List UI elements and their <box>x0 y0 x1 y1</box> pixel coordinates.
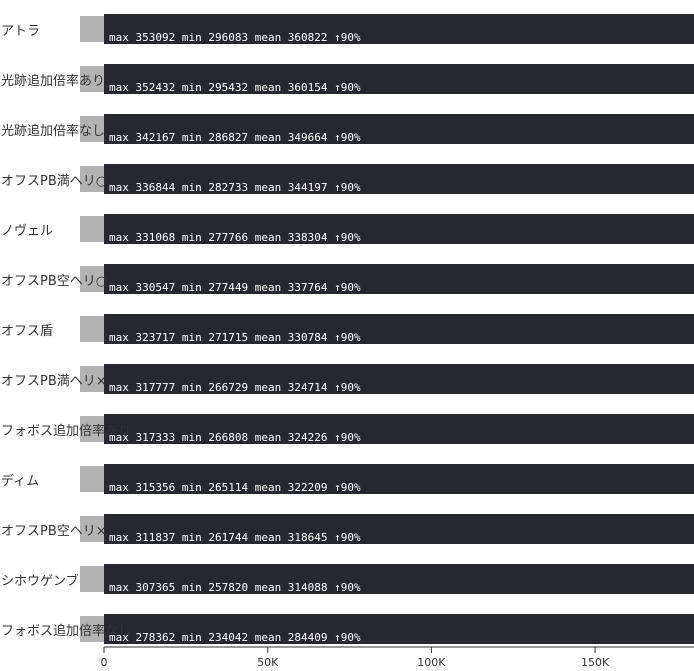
label-chip <box>80 566 104 592</box>
row-stats: max 323717 min 271715 mean 330784 ↑90% <box>109 331 361 344</box>
min-bar <box>104 64 694 94</box>
label-chip <box>80 466 104 492</box>
label-chip <box>80 116 104 142</box>
chart-row: オフスPB空ヘリ× max 311837 min 261744 mean 3186… <box>1 514 694 544</box>
row-stats: max 317333 min 266808 mean 324226 ↑90% <box>109 431 361 444</box>
row-label: ノヴェル <box>1 223 53 239</box>
chart-row: ディム max 315356 min 265114 mean 322209 ↑90… <box>1 464 694 494</box>
chart-row: オフスPB満ヘリ× max 317777 min 266729 mean 3247… <box>1 364 694 394</box>
label-chip <box>80 616 104 642</box>
min-bar <box>104 614 694 644</box>
label-chip <box>80 16 104 42</box>
min-bar <box>104 264 694 294</box>
chart-row: シホウゲンブ max 307365 min 257820 mean 314088 … <box>1 564 694 594</box>
row-label: フォボス追加倍率あり <box>1 423 131 439</box>
row-stats: max 352432 min 295432 mean 360154 ↑90% <box>109 81 361 94</box>
row-label: シホウゲンブ <box>1 573 79 589</box>
label-chip <box>80 416 104 442</box>
x-tick-label: 0 <box>101 656 108 669</box>
row-label: オフスPB満ヘリ○ <box>1 174 107 189</box>
label-chip <box>80 266 104 292</box>
label-chip <box>80 166 104 192</box>
min-bar <box>104 314 694 344</box>
row-label: 光跡追加倍率なし <box>1 123 105 139</box>
chart-rows: アトラ max 353092 min 296083 mean 360822 ↑90… <box>1 14 694 644</box>
x-axis: 050K100K150K200K250K300K350K <box>101 646 694 669</box>
chart-row: アトラ max 353092 min 296083 mean 360822 ↑90… <box>1 14 694 44</box>
min-bar <box>104 414 694 444</box>
row-label: オフスPB満ヘリ× <box>1 374 107 389</box>
label-chip <box>80 66 104 92</box>
chart-row: オフスPB空ヘリ○ max 330547 min 277449 mean 3377… <box>1 264 694 294</box>
row-stats: max 353092 min 296083 mean 360822 ↑90% <box>109 31 361 44</box>
label-chip <box>80 366 104 392</box>
row-stats: max 331068 min 277766 mean 338304 ↑90% <box>109 231 361 244</box>
row-stats: max 330547 min 277449 mean 337764 ↑90% <box>109 281 361 294</box>
row-label: オフス盾 <box>1 324 53 339</box>
row-label: オフスPB空ヘリ○ <box>1 274 107 289</box>
min-bar <box>104 214 694 244</box>
min-bar <box>104 114 694 144</box>
row-stats: max 307365 min 257820 mean 314088 ↑90% <box>109 581 361 594</box>
min-bar <box>104 564 694 594</box>
min-bar <box>104 364 694 394</box>
chart-row: オフス盾 max 323717 min 271715 mean 330784 ↑9… <box>1 314 694 344</box>
row-label: アトラ <box>1 24 40 39</box>
min-bar <box>104 464 694 494</box>
row-label: ディム <box>1 473 39 489</box>
x-tick-label: 100K <box>417 656 446 669</box>
chart-row: 光跡追加倍率あり max 352432 min 295432 mean 36015… <box>1 64 694 94</box>
row-label: フォボス追加倍率なし <box>1 623 131 639</box>
row-stats: max 336844 min 282733 mean 344197 ↑90% <box>109 181 361 194</box>
chart-row: オフスPB満ヘリ○ max 336844 min 282733 mean 3441… <box>1 164 694 194</box>
min-bar <box>104 164 694 194</box>
x-tick-label: 150K <box>581 656 610 669</box>
chart-row: 光跡追加倍率なし max 342167 min 286827 mean 34966… <box>1 114 694 144</box>
x-tick-label: 50K <box>257 656 279 669</box>
row-stats: max 278362 min 234042 mean 284409 ↑90% <box>109 631 361 644</box>
row-label: オフスPB空ヘリ× <box>1 524 107 539</box>
row-stats: max 317777 min 266729 mean 324714 ↑90% <box>109 381 361 394</box>
chart-row: ノヴェル max 331068 min 277766 mean 338304 ↑9… <box>1 214 694 244</box>
label-chip <box>80 516 104 542</box>
min-bar <box>104 14 694 44</box>
label-chip <box>80 316 104 342</box>
label-chip <box>80 216 104 242</box>
row-stats: max 315356 min 265114 mean 322209 ↑90% <box>109 481 361 494</box>
min-bar <box>104 514 694 544</box>
row-stats: max 342167 min 286827 mean 349664 ↑90% <box>109 131 361 144</box>
row-label: 光跡追加倍率あり <box>1 73 105 89</box>
row-stats: max 311837 min 261744 mean 318645 ↑90% <box>109 531 361 544</box>
